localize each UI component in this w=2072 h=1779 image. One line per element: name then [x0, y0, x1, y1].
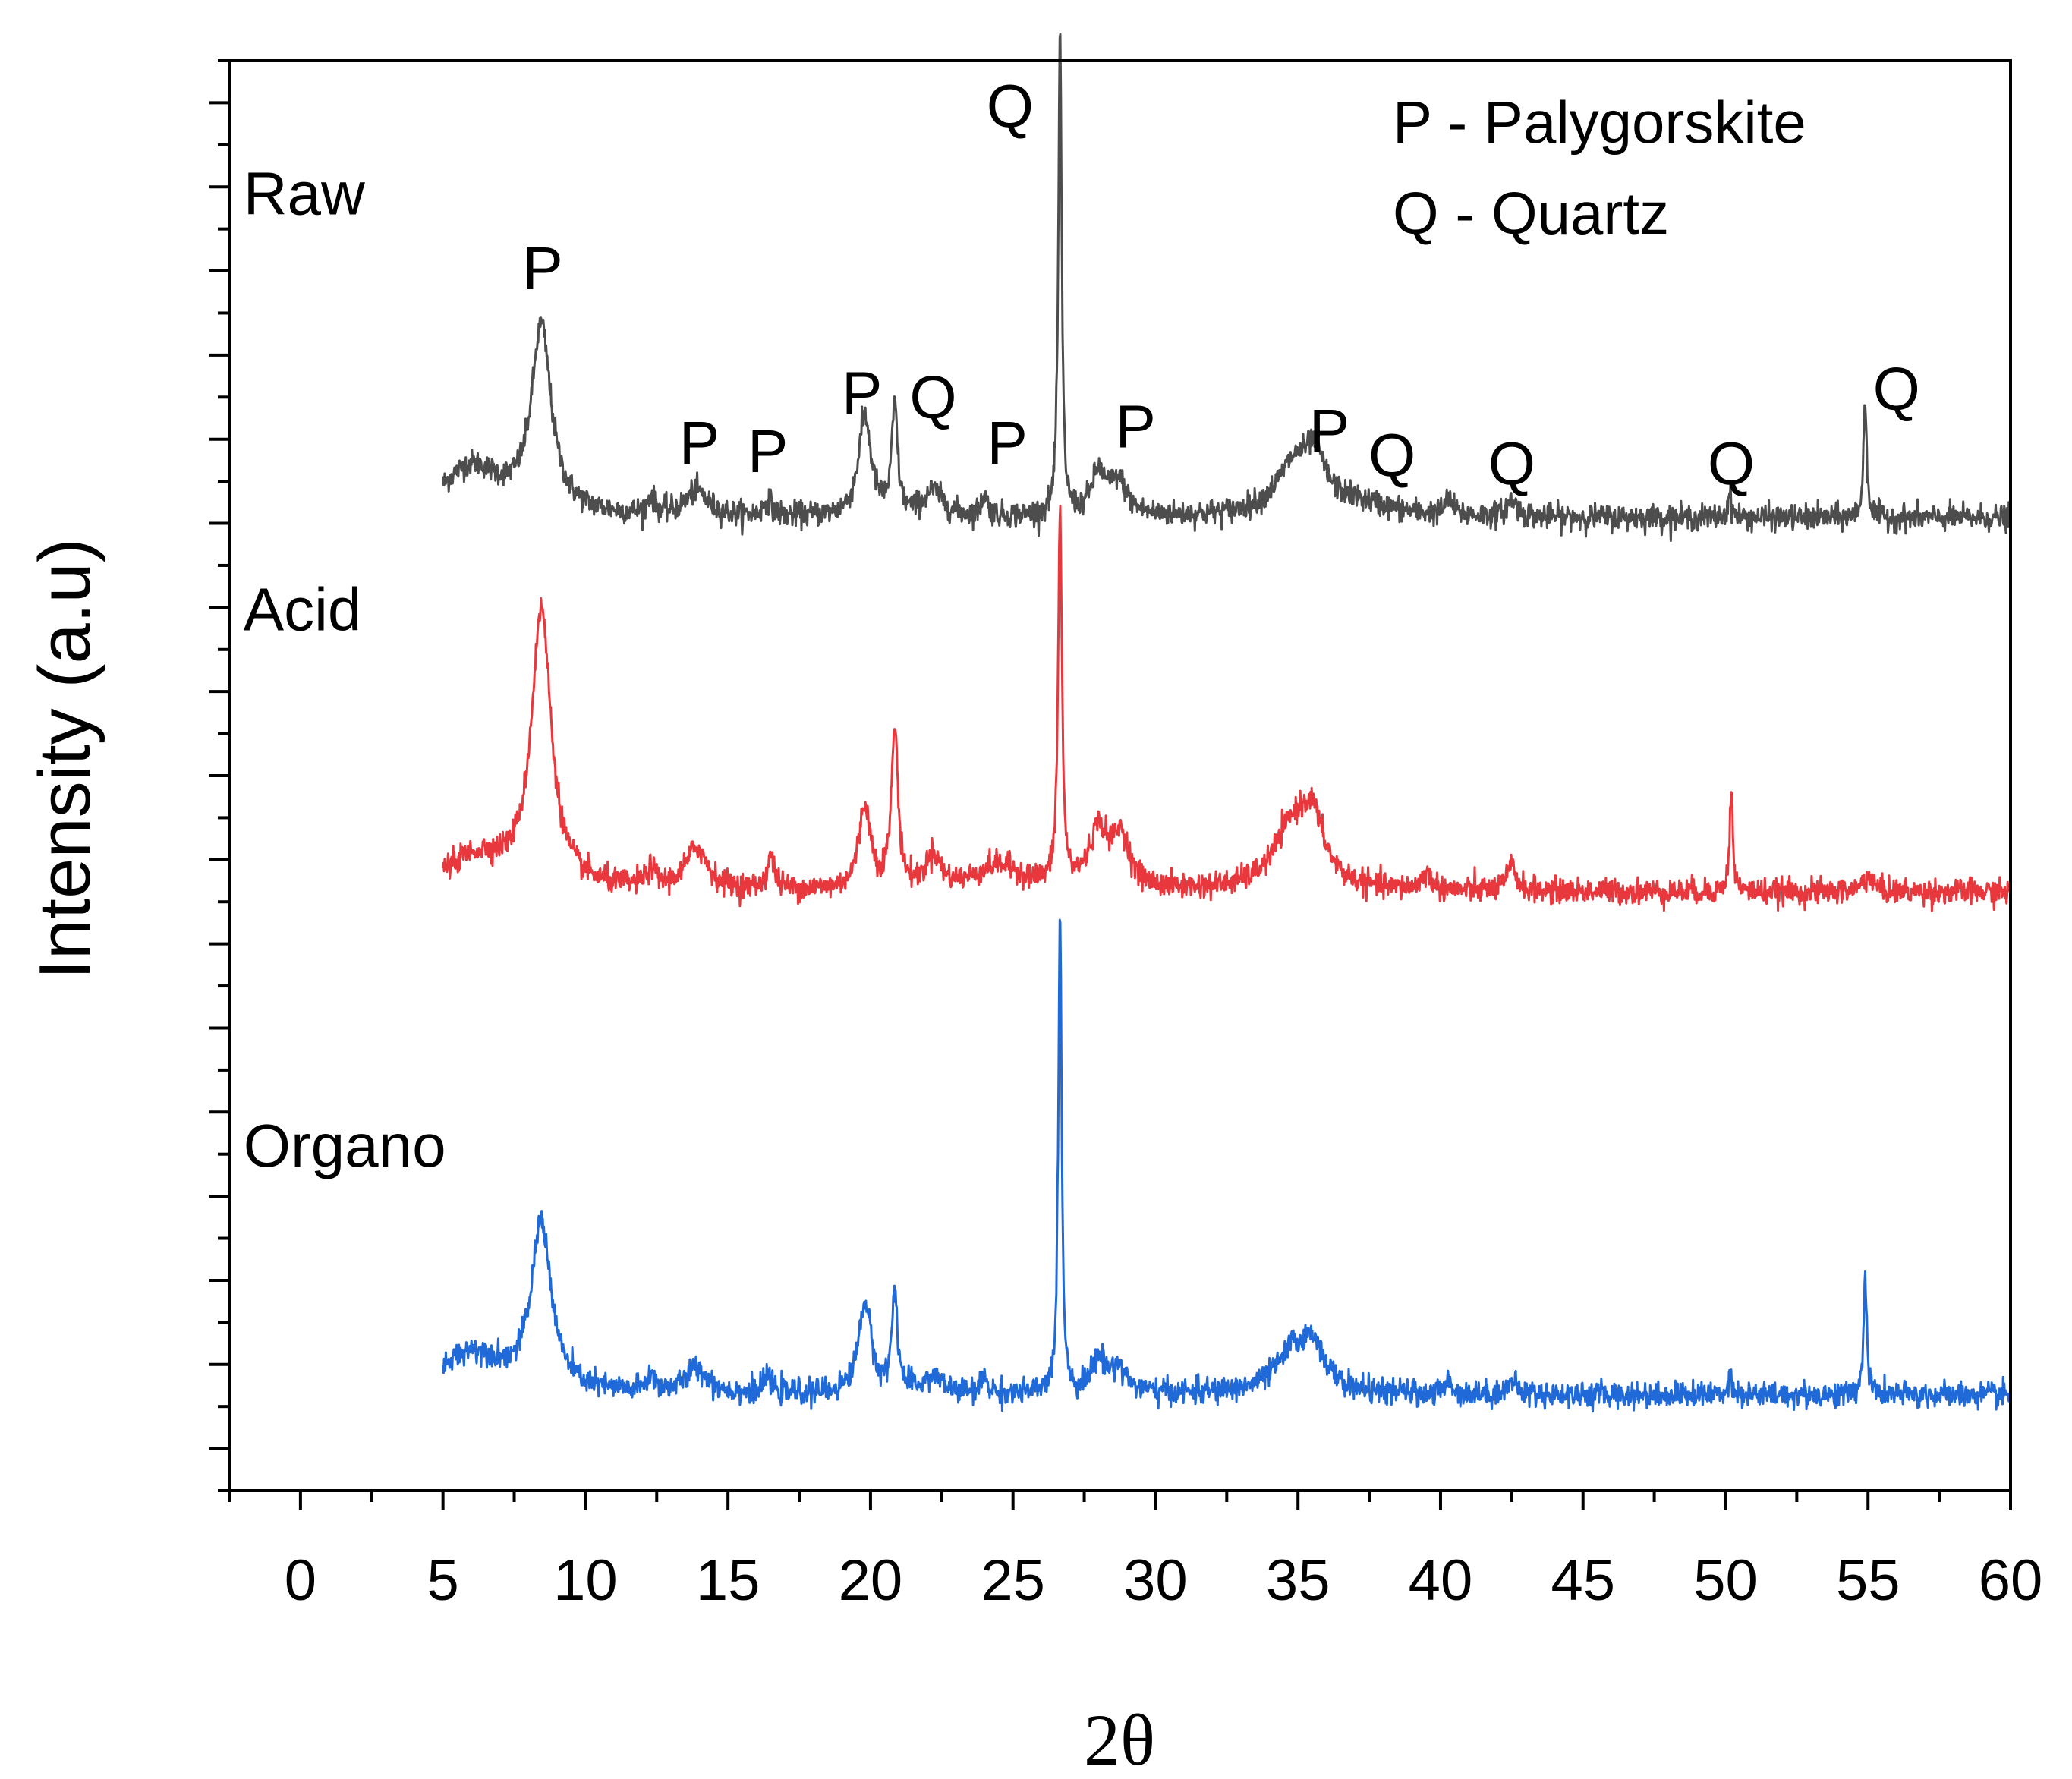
x-tick-label: 15 [696, 1548, 760, 1613]
legend-entry-palygorskite: P - Palygorskite [1393, 89, 1806, 156]
peak-label: Q [1708, 430, 1755, 498]
x-tick-label: 5 [427, 1548, 458, 1613]
plot-lines [442, 33, 2012, 1413]
x-tick-label: 50 [1693, 1548, 1758, 1613]
y-axis [209, 59, 229, 1492]
series-line-raw [442, 33, 2012, 542]
peak-label: P [748, 417, 788, 485]
peak-label: Q [987, 73, 1034, 140]
peak-label: Q [1873, 355, 1920, 423]
phase-legend: P - Palygorskite Q - Quartz [1393, 89, 1806, 247]
y-axis-label: Intensity (a.u) [24, 538, 105, 980]
x-tick-label: 20 [839, 1548, 903, 1613]
x-tick-label: 30 [1123, 1548, 1188, 1613]
series-labels: Raw Acid Organo [244, 160, 446, 1179]
series-line-organo [442, 918, 2012, 1413]
peak-label: P [987, 409, 1027, 477]
peak-label: P [1115, 392, 1155, 460]
legend-entry-quartz: Q - Quartz [1393, 180, 1669, 247]
x-tick-label: 45 [1551, 1548, 1615, 1613]
series-label-acid: Acid [244, 575, 362, 643]
x-axis: 0 5 10 15 20 25 30 35 40 45 50 55 60 [228, 1491, 2043, 1613]
x-tick-label: 35 [1266, 1548, 1330, 1613]
x-tick-label: 0 [285, 1548, 316, 1613]
x-axis-label: 2θ [1084, 1699, 1155, 1779]
peak-label: Q [1488, 430, 1535, 498]
peak-label: Q [1368, 422, 1415, 490]
series-label-organo: Organo [244, 1112, 446, 1179]
series-label-raw: Raw [244, 160, 365, 228]
peak-label: Q [909, 364, 956, 431]
x-tick-label: 55 [1836, 1548, 1900, 1613]
x-tick-label: 40 [1409, 1548, 1473, 1613]
peak-label: P [522, 235, 562, 302]
peak-label: P [842, 360, 882, 427]
peak-label: P [679, 409, 720, 477]
x-tick-label: 60 [1979, 1548, 2043, 1613]
x-tick-label: 10 [553, 1548, 618, 1613]
x-tick-label: 25 [981, 1548, 1045, 1613]
peak-label: P [1309, 397, 1349, 464]
series-line-acid [442, 505, 2012, 912]
